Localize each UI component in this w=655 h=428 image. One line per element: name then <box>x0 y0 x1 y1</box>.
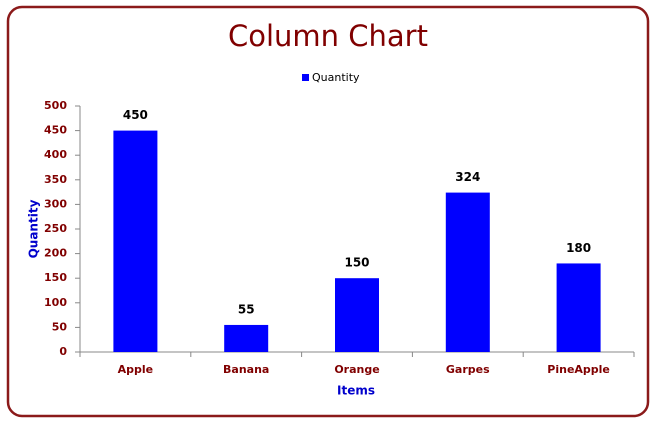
bar <box>556 263 601 352</box>
x-tick-label: PineApple <box>547 363 610 376</box>
y-axis-label: Quantity <box>27 199 41 258</box>
y-tick-label: 400 <box>44 148 67 161</box>
x-tick-label: Banana <box>223 363 269 376</box>
data-label: 324 <box>455 170 480 184</box>
data-label: 450 <box>123 108 148 122</box>
y-tick-label: 0 <box>59 345 67 358</box>
legend-label: Quantity <box>312 71 360 84</box>
bar <box>224 324 269 352</box>
legend-swatch <box>302 74 309 81</box>
data-label: 180 <box>566 241 591 255</box>
y-tick-label: 100 <box>44 296 67 309</box>
y-tick-label: 450 <box>44 124 67 137</box>
bar <box>113 130 158 352</box>
y-tick-label: 350 <box>44 173 67 186</box>
y-tick-label: 250 <box>44 222 67 235</box>
y-tick-label: 150 <box>44 271 67 284</box>
bar <box>335 278 379 352</box>
y-tick-label: 200 <box>44 247 67 260</box>
x-tick-label: Garpes <box>446 363 490 376</box>
x-tick-label: Orange <box>334 363 379 376</box>
chart-border <box>6 5 650 418</box>
y-tick-label: 500 <box>44 99 67 112</box>
x-tick-label: Apple <box>118 363 154 376</box>
x-axis-label: Items <box>337 384 375 398</box>
y-tick-label: 50 <box>52 320 68 333</box>
data-label: 150 <box>344 256 369 270</box>
data-label: 55 <box>238 302 255 316</box>
chart-title: Column Chart <box>228 19 428 53</box>
y-tick-label: 300 <box>44 197 67 210</box>
bar <box>445 192 490 352</box>
